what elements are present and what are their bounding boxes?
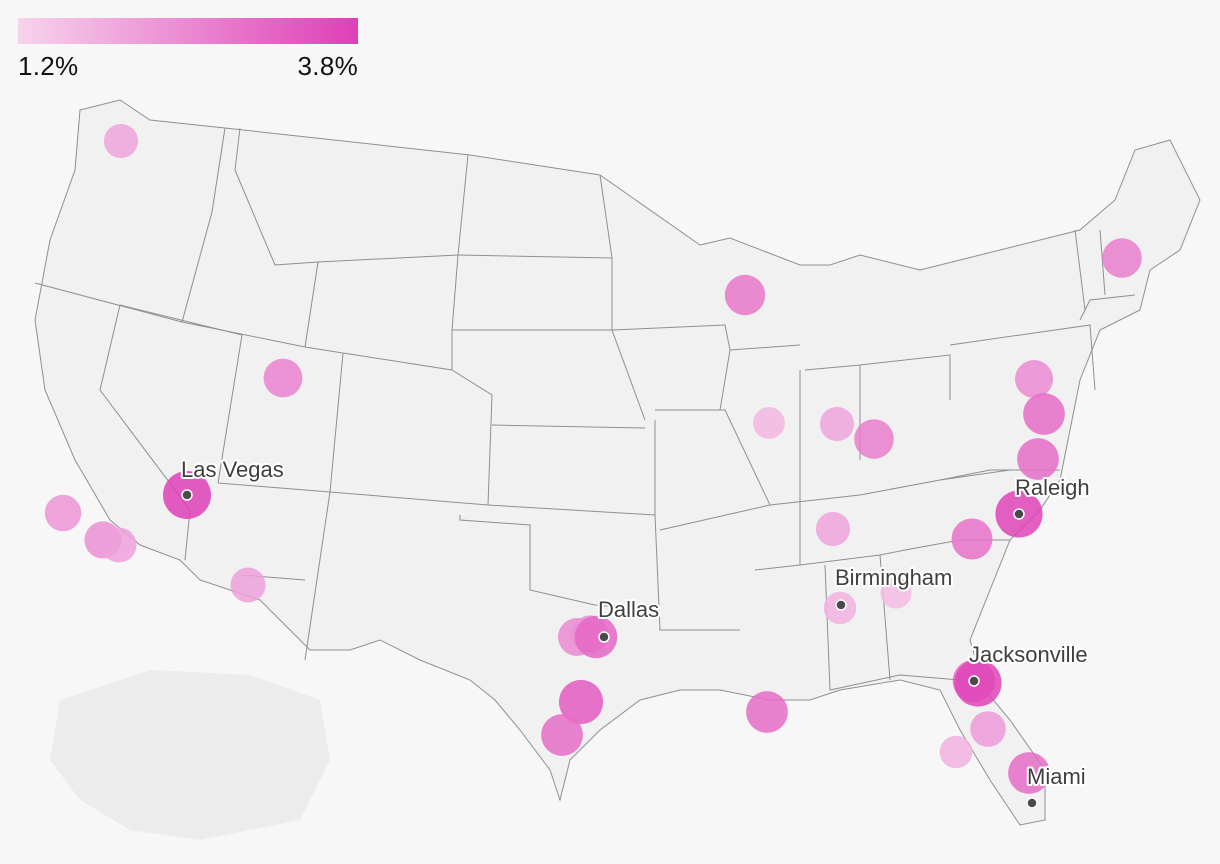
- city-dot-raleigh: [1013, 508, 1025, 520]
- city-dot-miami: [1026, 797, 1038, 809]
- city-bubble: [970, 711, 1006, 747]
- city-bubble: [951, 518, 993, 560]
- city-label-jacksonville: Jacksonville: [969, 642, 1088, 667]
- city-bubble: [819, 406, 855, 442]
- alaska-shape: [50, 670, 330, 840]
- city-dot-birmingham: [835, 599, 847, 611]
- city-label-birmingham: Birmingham: [835, 565, 952, 590]
- city-bubble: [880, 577, 912, 609]
- city-layer: Las Vegas Dallas Birmingham Raleigh Jack…: [179, 455, 1092, 809]
- city-bubble: [1015, 360, 1053, 398]
- city-bubble: [558, 679, 604, 725]
- city-bubble: [44, 494, 82, 532]
- city-bubble: [541, 714, 583, 756]
- state-borders: [34, 127, 1136, 691]
- us-outline: [34, 99, 1201, 826]
- city-dot-jacksonville: [968, 675, 980, 687]
- legend-min-label: 1.2%: [18, 51, 79, 81]
- city-label-las-vegas: Las Vegas: [181, 457, 284, 482]
- city-bubble: [103, 123, 139, 159]
- legend-max-label: 3.8%: [297, 51, 358, 81]
- color-legend: 1.2% 3.8%: [18, 18, 358, 82]
- city-bubble: [1102, 238, 1142, 278]
- city-dot-dallas: [598, 631, 610, 643]
- city-bubble: [724, 274, 766, 316]
- city-label-dallas: Dallas: [598, 597, 659, 622]
- city-bubble: [230, 567, 266, 603]
- city-bubble: [815, 511, 851, 547]
- city-bubble: [574, 615, 618, 659]
- city-bubble: [753, 407, 785, 439]
- city-bubble: [1017, 438, 1059, 480]
- city-bubble: [1008, 752, 1050, 794]
- city-bubble: [1023, 393, 1065, 435]
- city-bubble: [854, 419, 894, 459]
- city-label-miami: Miami: [1027, 764, 1086, 789]
- city-bubble: [746, 691, 788, 733]
- city-label-raleigh: Raleigh: [1015, 475, 1090, 500]
- city-bubble: [263, 358, 303, 398]
- city-bubble: [939, 735, 973, 769]
- city-dot-las-vegas: [181, 489, 193, 501]
- legend-gradient-bar: [18, 18, 358, 44]
- city-bubble: [101, 527, 137, 563]
